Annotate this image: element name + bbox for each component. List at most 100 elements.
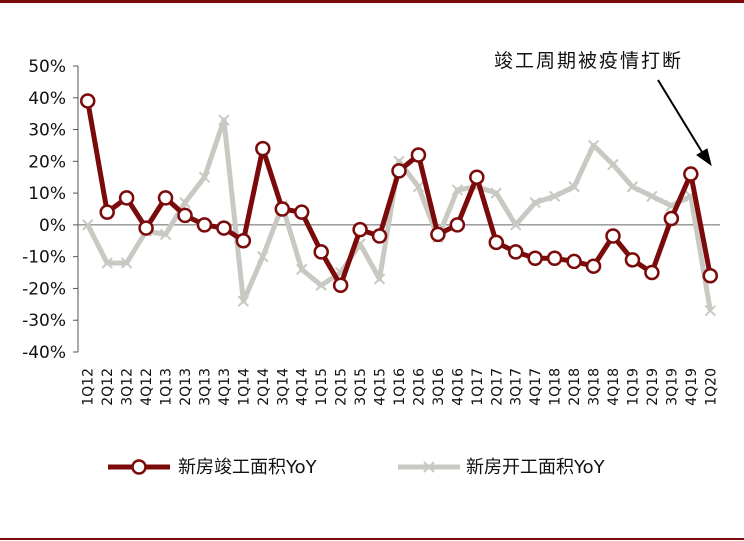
data-point-completions xyxy=(274,201,291,217)
y-tick-label: -20% xyxy=(22,279,66,299)
data-point-completions xyxy=(293,204,310,220)
x-tick-label: 2Q19 xyxy=(645,368,661,406)
data-point-completions xyxy=(371,228,388,244)
x-tick-label: 1Q17 xyxy=(470,368,486,406)
data-point-completions xyxy=(605,228,621,244)
data-point-starts xyxy=(529,196,541,209)
x-tick-label: 4Q13 xyxy=(217,368,233,406)
data-point-completions xyxy=(527,250,543,267)
data-point-starts xyxy=(412,181,425,193)
data-point-starts xyxy=(587,139,600,152)
top-border xyxy=(0,0,744,3)
y-tick-label: 20% xyxy=(28,152,66,172)
x-tick-label: 2Q13 xyxy=(178,368,194,406)
data-point-completions xyxy=(332,277,349,294)
data-point-starts xyxy=(198,171,211,183)
x-tick-label: 1Q14 xyxy=(236,368,252,406)
x-tick-label: 3Q12 xyxy=(120,368,136,406)
data-point-starts xyxy=(315,279,327,291)
x-tick-label: 2Q14 xyxy=(256,368,272,406)
data-point-completions xyxy=(118,190,135,206)
data-point-completions xyxy=(702,267,719,284)
data-point-completions xyxy=(488,234,505,251)
x-tick-label: 4Q16 xyxy=(450,368,466,406)
legend-label-starts: 新房开工面积YoY xyxy=(466,457,606,478)
data-point-starts xyxy=(101,257,113,269)
x-tick-label: 1Q19 xyxy=(625,368,641,406)
legend-marker-completions xyxy=(131,459,147,475)
data-point-completions xyxy=(469,169,485,185)
x-tick-label: 1Q18 xyxy=(548,368,564,406)
data-point-completions xyxy=(546,250,563,267)
y-tick-label: -10% xyxy=(22,248,66,268)
x-tick-label: 3Q18 xyxy=(587,368,603,406)
x-tick-label: 4Q17 xyxy=(528,368,544,406)
data-point-completions xyxy=(507,244,524,260)
data-point-starts xyxy=(179,196,191,209)
data-point-completions xyxy=(255,140,271,157)
data-point-completions xyxy=(313,244,329,260)
bottom-border xyxy=(0,538,744,540)
data-point-completions xyxy=(683,166,699,182)
y-tick-label: 0% xyxy=(39,216,66,236)
x-tick-label: 2Q12 xyxy=(100,368,116,406)
x-tick-label: 4Q18 xyxy=(606,368,622,406)
y-tick-label: -40% xyxy=(22,343,66,363)
x-tick-label: 4Q15 xyxy=(373,368,389,406)
annotation-arrow-head xyxy=(696,148,712,167)
data-point-starts xyxy=(704,304,716,317)
data-point-completions xyxy=(216,220,232,236)
data-point-starts xyxy=(159,228,172,241)
data-point-starts xyxy=(237,295,250,307)
data-point-starts xyxy=(607,158,619,171)
data-point-completions xyxy=(99,204,115,220)
data-point-starts xyxy=(120,257,133,269)
data-point-starts xyxy=(490,187,502,199)
x-tick-label: 1Q15 xyxy=(314,368,330,406)
x-tick-label: 1Q16 xyxy=(392,368,408,406)
x-tick-label: 3Q19 xyxy=(664,368,680,406)
x-tick-label: 4Q12 xyxy=(139,368,155,406)
x-tick-label: 3Q15 xyxy=(353,368,369,406)
data-point-completions xyxy=(157,190,174,206)
x-tick-label: 4Q14 xyxy=(295,368,311,406)
data-point-starts xyxy=(257,250,269,263)
x-tick-label: 3Q13 xyxy=(197,368,213,406)
data-point-completions xyxy=(644,264,660,281)
data-point-starts xyxy=(82,219,94,231)
data-point-starts xyxy=(451,184,464,196)
data-point-completions xyxy=(624,252,641,268)
x-tick-label: 1Q12 xyxy=(81,368,97,406)
legend-marker-starts xyxy=(423,461,435,473)
annotation-text: 竣工周期被疫情打断 xyxy=(494,50,683,72)
series-line-completions xyxy=(85,100,713,288)
data-point-completions xyxy=(79,93,96,109)
y-tick-label: 50% xyxy=(28,57,66,77)
data-point-starts xyxy=(626,181,639,193)
data-point-starts xyxy=(646,190,658,202)
data-point-completions xyxy=(410,147,427,163)
y-tick-label: 30% xyxy=(28,121,66,141)
data-point-starts xyxy=(296,263,308,276)
data-point-completions xyxy=(566,253,582,270)
data-point-completions xyxy=(352,221,368,238)
x-tick-label: 2Q18 xyxy=(567,368,583,406)
x-tick-label: 4Q19 xyxy=(684,368,700,406)
y-tick-label: 10% xyxy=(28,184,66,204)
x-tick-label: 3Q17 xyxy=(509,368,525,406)
data-point-completions xyxy=(177,207,193,224)
data-point-starts xyxy=(510,219,522,231)
x-tick-label: 2Q16 xyxy=(411,368,427,406)
annotation-arrow-shaft xyxy=(657,79,703,153)
x-tick-label: 2Q15 xyxy=(334,368,350,406)
x-tick-label: 1Q20 xyxy=(703,368,719,406)
data-point-completions xyxy=(235,233,252,249)
data-point-completions xyxy=(430,226,446,243)
x-tick-label: 3Q16 xyxy=(431,368,447,406)
x-tick-label: 3Q14 xyxy=(275,368,291,406)
legend-label-completions: 新房竣工面积YoY xyxy=(178,457,318,478)
y-tick-label: 40% xyxy=(28,89,66,109)
data-point-completions xyxy=(585,258,602,274)
data-point-completions xyxy=(449,217,466,233)
